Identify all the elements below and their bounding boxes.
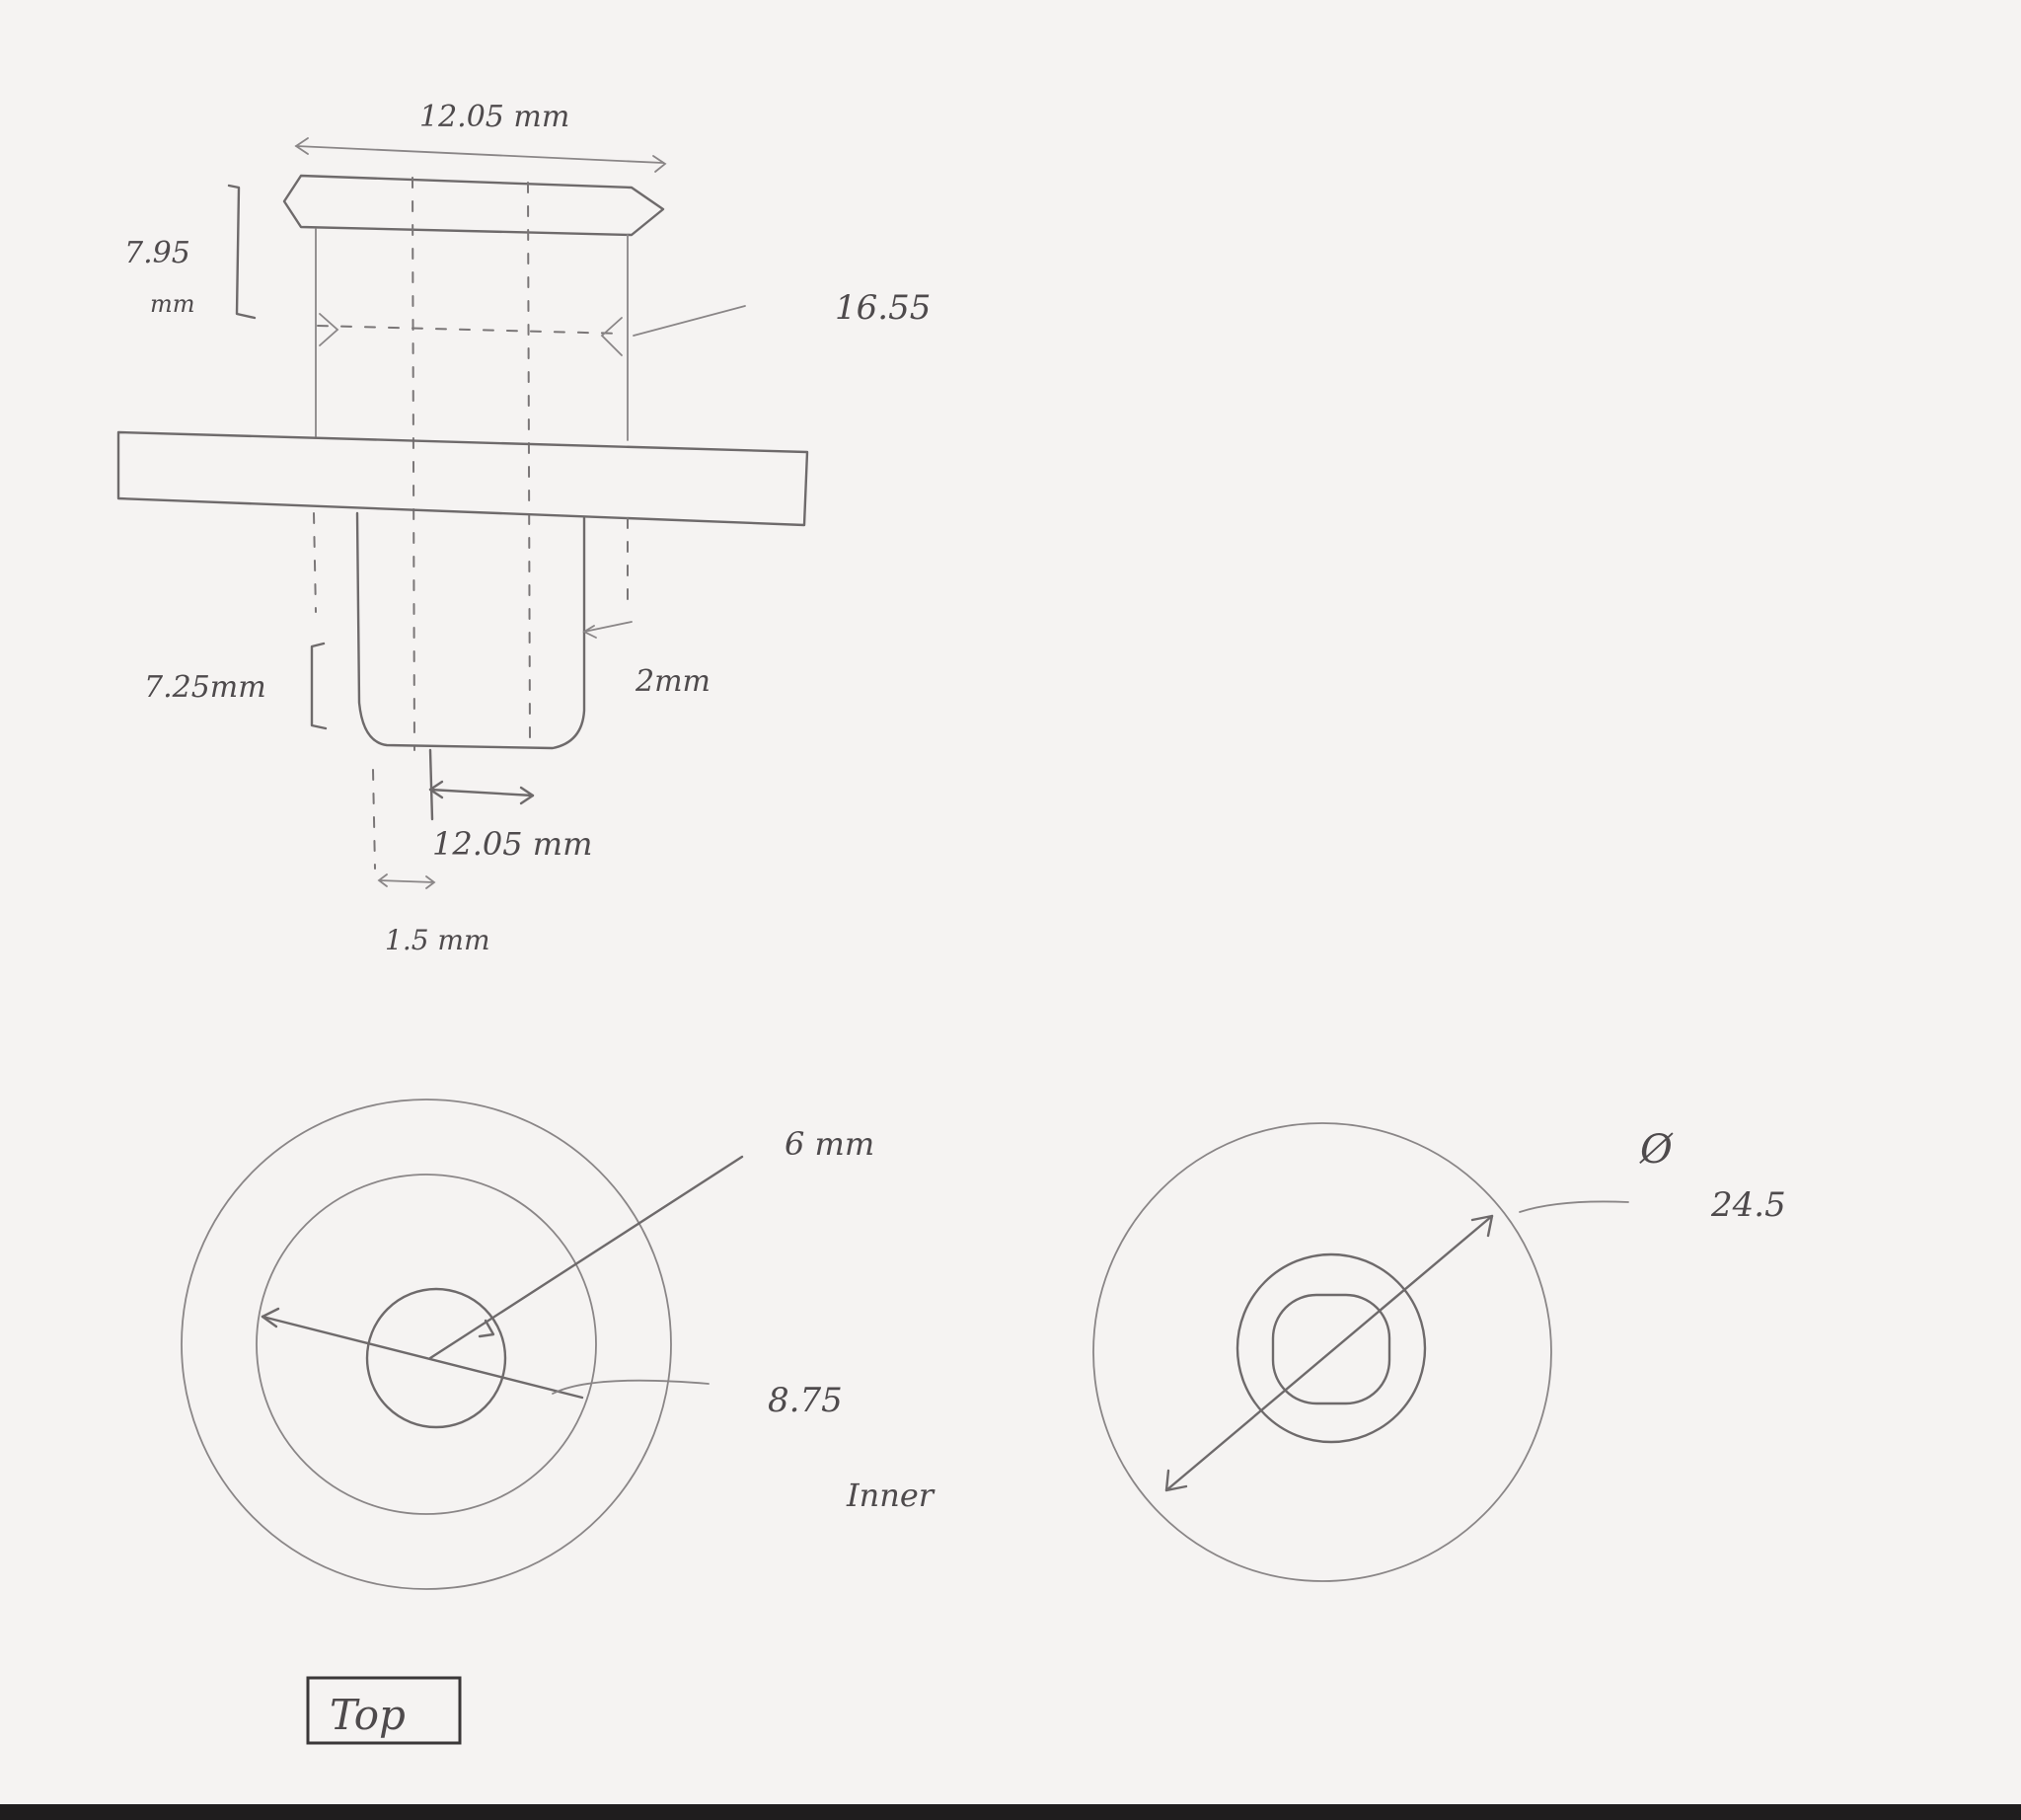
hole-arrowhead-a [478, 1319, 495, 1338]
lower-body-hidden-left [313, 512, 317, 613]
bottom-height-bracket [310, 642, 328, 730]
top-width-arrow-right [652, 155, 667, 173]
lip-width-arrow [377, 873, 436, 889]
top-view-a: 6 mm 8.75 Inner [181, 1099, 936, 1590]
hole-callout-label: 6 mm [785, 1125, 874, 1163]
view-label-text: Top [330, 1691, 406, 1739]
diameter-leader-b [1519, 1200, 1629, 1213]
mounting-plate [116, 430, 809, 527]
hole-circle-a [365, 1287, 507, 1429]
bottom-height-label: 7.25mm [144, 670, 266, 705]
outer-ring-b [1092, 1122, 1552, 1582]
middle-ring-b [1235, 1252, 1427, 1444]
inner-square-b [1271, 1293, 1391, 1405]
upper-body-hidden-line [317, 325, 625, 335]
lower-body-outline [355, 511, 586, 750]
top-width-arrow-left [294, 137, 309, 155]
inner-leader-a [552, 1379, 710, 1395]
inner-diameter-arrowhead-a [261, 1307, 280, 1328]
inner-callout-label: 8.75 [768, 1381, 843, 1420]
inner-width-label: 12.05 mm [432, 825, 592, 863]
inner-width-arrow-right [519, 786, 535, 805]
cap-height-unit: mm [150, 290, 195, 318]
hole-leader-a [428, 1155, 744, 1360]
top-width-label: 12.05 mm [419, 100, 569, 134]
upper-body-centerline-1 [412, 177, 415, 751]
diameter-arrowhead-b-low [1164, 1469, 1188, 1492]
inner-diameter-line-a [261, 1315, 584, 1400]
outer-callout-label: 16.55 [835, 288, 931, 328]
cap-height-label: 7.95 [124, 236, 190, 270]
view-label-frame [306, 1676, 462, 1745]
lip-extension [372, 769, 376, 870]
wall-thickness-arrow [582, 621, 633, 639]
cap-height-bracket [227, 184, 257, 320]
diameter-value-label: 24.5 [1710, 1185, 1786, 1225]
outer-callout-leader [633, 305, 746, 337]
top-width-dimension-line [295, 145, 664, 164]
top-view-b: Ø 24.5 [1092, 1122, 1786, 1582]
wall-thickness-label: 2mm [635, 664, 711, 699]
diameter-symbol: Ø [1639, 1127, 1674, 1173]
side-view: 12.05 mm 7.95 mm 16.55 7.25mm 2mm [116, 100, 931, 956]
upper-notch-left [319, 313, 339, 346]
inner-label: Inner [846, 1477, 936, 1514]
middle-ring-a [256, 1174, 597, 1515]
inner-width-extension [428, 748, 434, 821]
lip-width-label: 1.5 mm [385, 924, 490, 956]
view-label-box: Top [306, 1676, 462, 1745]
table-edge [0, 1804, 2021, 1820]
upper-notch-right [600, 317, 623, 356]
outer-ring-a [181, 1099, 672, 1590]
diameter-line-b [1164, 1214, 1494, 1492]
diameter-arrowhead-b-high [1470, 1214, 1494, 1238]
inner-width-dimension-line [428, 788, 535, 797]
cap-flange [282, 174, 665, 237]
